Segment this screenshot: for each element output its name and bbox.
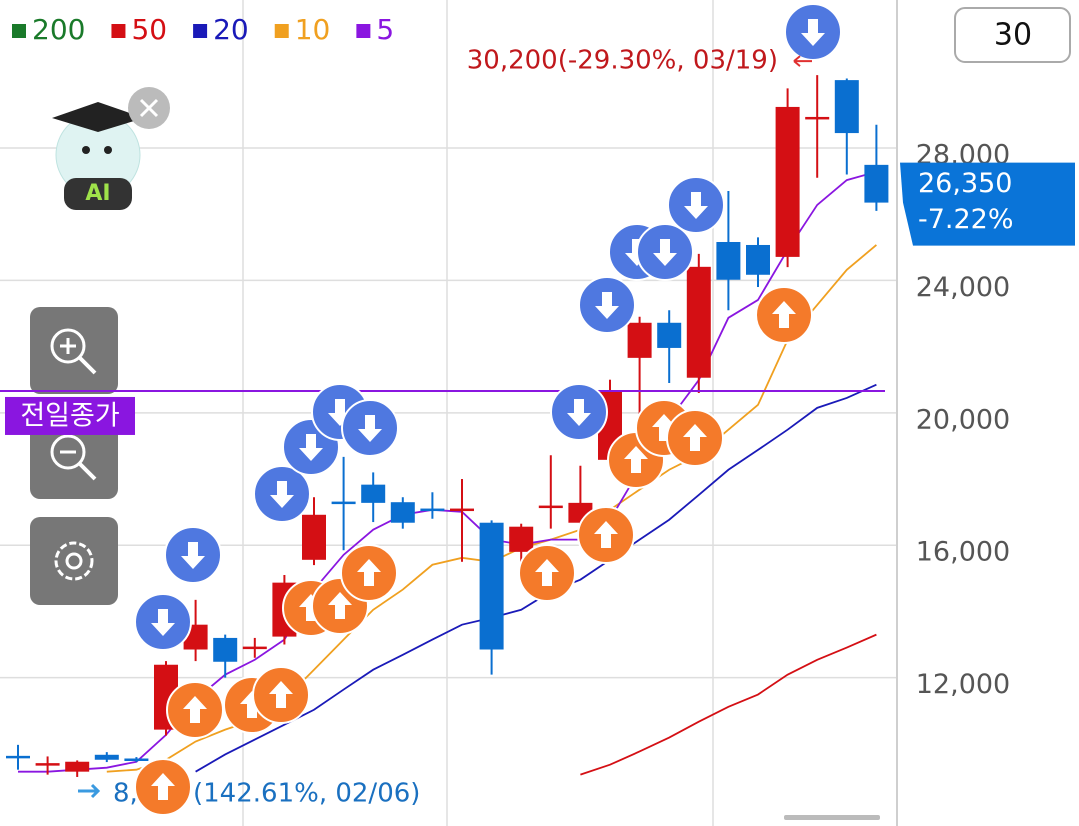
high-annotation: 30,200(-29.30%, 03/19) [467, 46, 778, 76]
ma-line [18, 170, 877, 773]
candle-body [390, 502, 415, 523]
signal-arrow [269, 681, 293, 708]
legend-swatch [111, 24, 126, 38]
badge-label: AI [85, 181, 110, 206]
candle-body [6, 755, 30, 759]
last-price-label: 26,350 [918, 168, 1012, 199]
ma-line [195, 383, 877, 773]
legend-swatch [356, 24, 371, 38]
legend-label: 50 [131, 13, 167, 46]
candle-body [716, 241, 741, 280]
period-button[interactable]: 30 [954, 7, 1071, 63]
settings[interactable] [30, 517, 118, 605]
legend-swatch [193, 24, 208, 38]
last-price-tag [900, 162, 1075, 246]
y-tick-label: 12,000 [916, 669, 1010, 700]
candle-body [242, 646, 267, 650]
signal-arrow [652, 414, 676, 441]
signal-arrow [151, 773, 175, 800]
signal-arrow [181, 542, 205, 569]
annotations: 30,200(-29.30%, 03/19) 8, (142.61%, 02/06)… [78, 3, 1075, 816]
low-annotation: (142.61%, 02/06) [193, 779, 420, 809]
signal-arrow [653, 239, 677, 266]
signal-arrow [299, 434, 323, 461]
legend: 200 50 20 10 5 [12, 13, 394, 46]
signal-arrow [151, 609, 175, 636]
y-tick-label: 16,000 [916, 537, 1010, 568]
candle-body [331, 501, 356, 505]
signal-arrow [683, 424, 707, 451]
last-price-change: -7.22% [918, 204, 1014, 235]
zoom-in[interactable] [30, 307, 118, 394]
y-tick-label: 20,000 [916, 404, 1010, 435]
candle-body [509, 526, 534, 552]
signal-arrow [358, 415, 382, 442]
signal-arrow [624, 446, 648, 473]
candle-body [686, 266, 711, 378]
reference: 전일종가 [0, 389, 885, 435]
plot [6, 75, 889, 777]
candle-body [213, 637, 238, 662]
reference-label: 전일종가 [20, 400, 119, 431]
legend-label: 200 [32, 13, 85, 46]
candle-body [775, 106, 800, 257]
candle-body [124, 758, 149, 761]
candle-body [65, 761, 90, 772]
candle-body [450, 508, 474, 512]
candle-body [627, 322, 652, 358]
signal-arrow [183, 696, 207, 723]
legend-swatch [274, 24, 289, 38]
candle-body [94, 754, 119, 760]
candle-body [538, 505, 563, 509]
candle-body [35, 763, 60, 766]
candle-body [361, 484, 386, 503]
signal-arrow [328, 592, 352, 619]
legend-swatch [12, 24, 26, 38]
low-arrow [78, 783, 101, 799]
candle-body [420, 508, 445, 512]
signal-arrow [595, 292, 619, 319]
candle-body [834, 80, 859, 134]
candle-body [657, 322, 682, 348]
candle-body [864, 164, 889, 203]
candle-body [746, 244, 770, 275]
reference-tag [5, 396, 135, 435]
legend-label: 5 [376, 13, 394, 46]
legend-label: 20 [213, 13, 249, 46]
candle-body [805, 116, 830, 120]
signal-arrow [772, 301, 796, 328]
legend-label: 10 [295, 13, 331, 46]
signal-arrow [594, 521, 618, 548]
signal-arrow [270, 481, 294, 508]
period-label[interactable]: 30 [994, 18, 1032, 53]
candle-body [302, 514, 326, 560]
y-tick-label: 24,000 [916, 272, 1010, 303]
signal-arrow [684, 192, 708, 219]
scrollbar [784, 815, 880, 820]
signal-arrow [567, 399, 591, 426]
ma-line [580, 633, 877, 776]
signal-arrow [801, 19, 825, 46]
signal-arrow [535, 559, 559, 586]
signal-arrow [357, 559, 381, 586]
high-arrow [793, 55, 812, 67]
ai-badge[interactable]: AI [52, 87, 170, 210]
candle-body [479, 522, 504, 650]
low-annotation-prefix: 8, [113, 779, 138, 809]
